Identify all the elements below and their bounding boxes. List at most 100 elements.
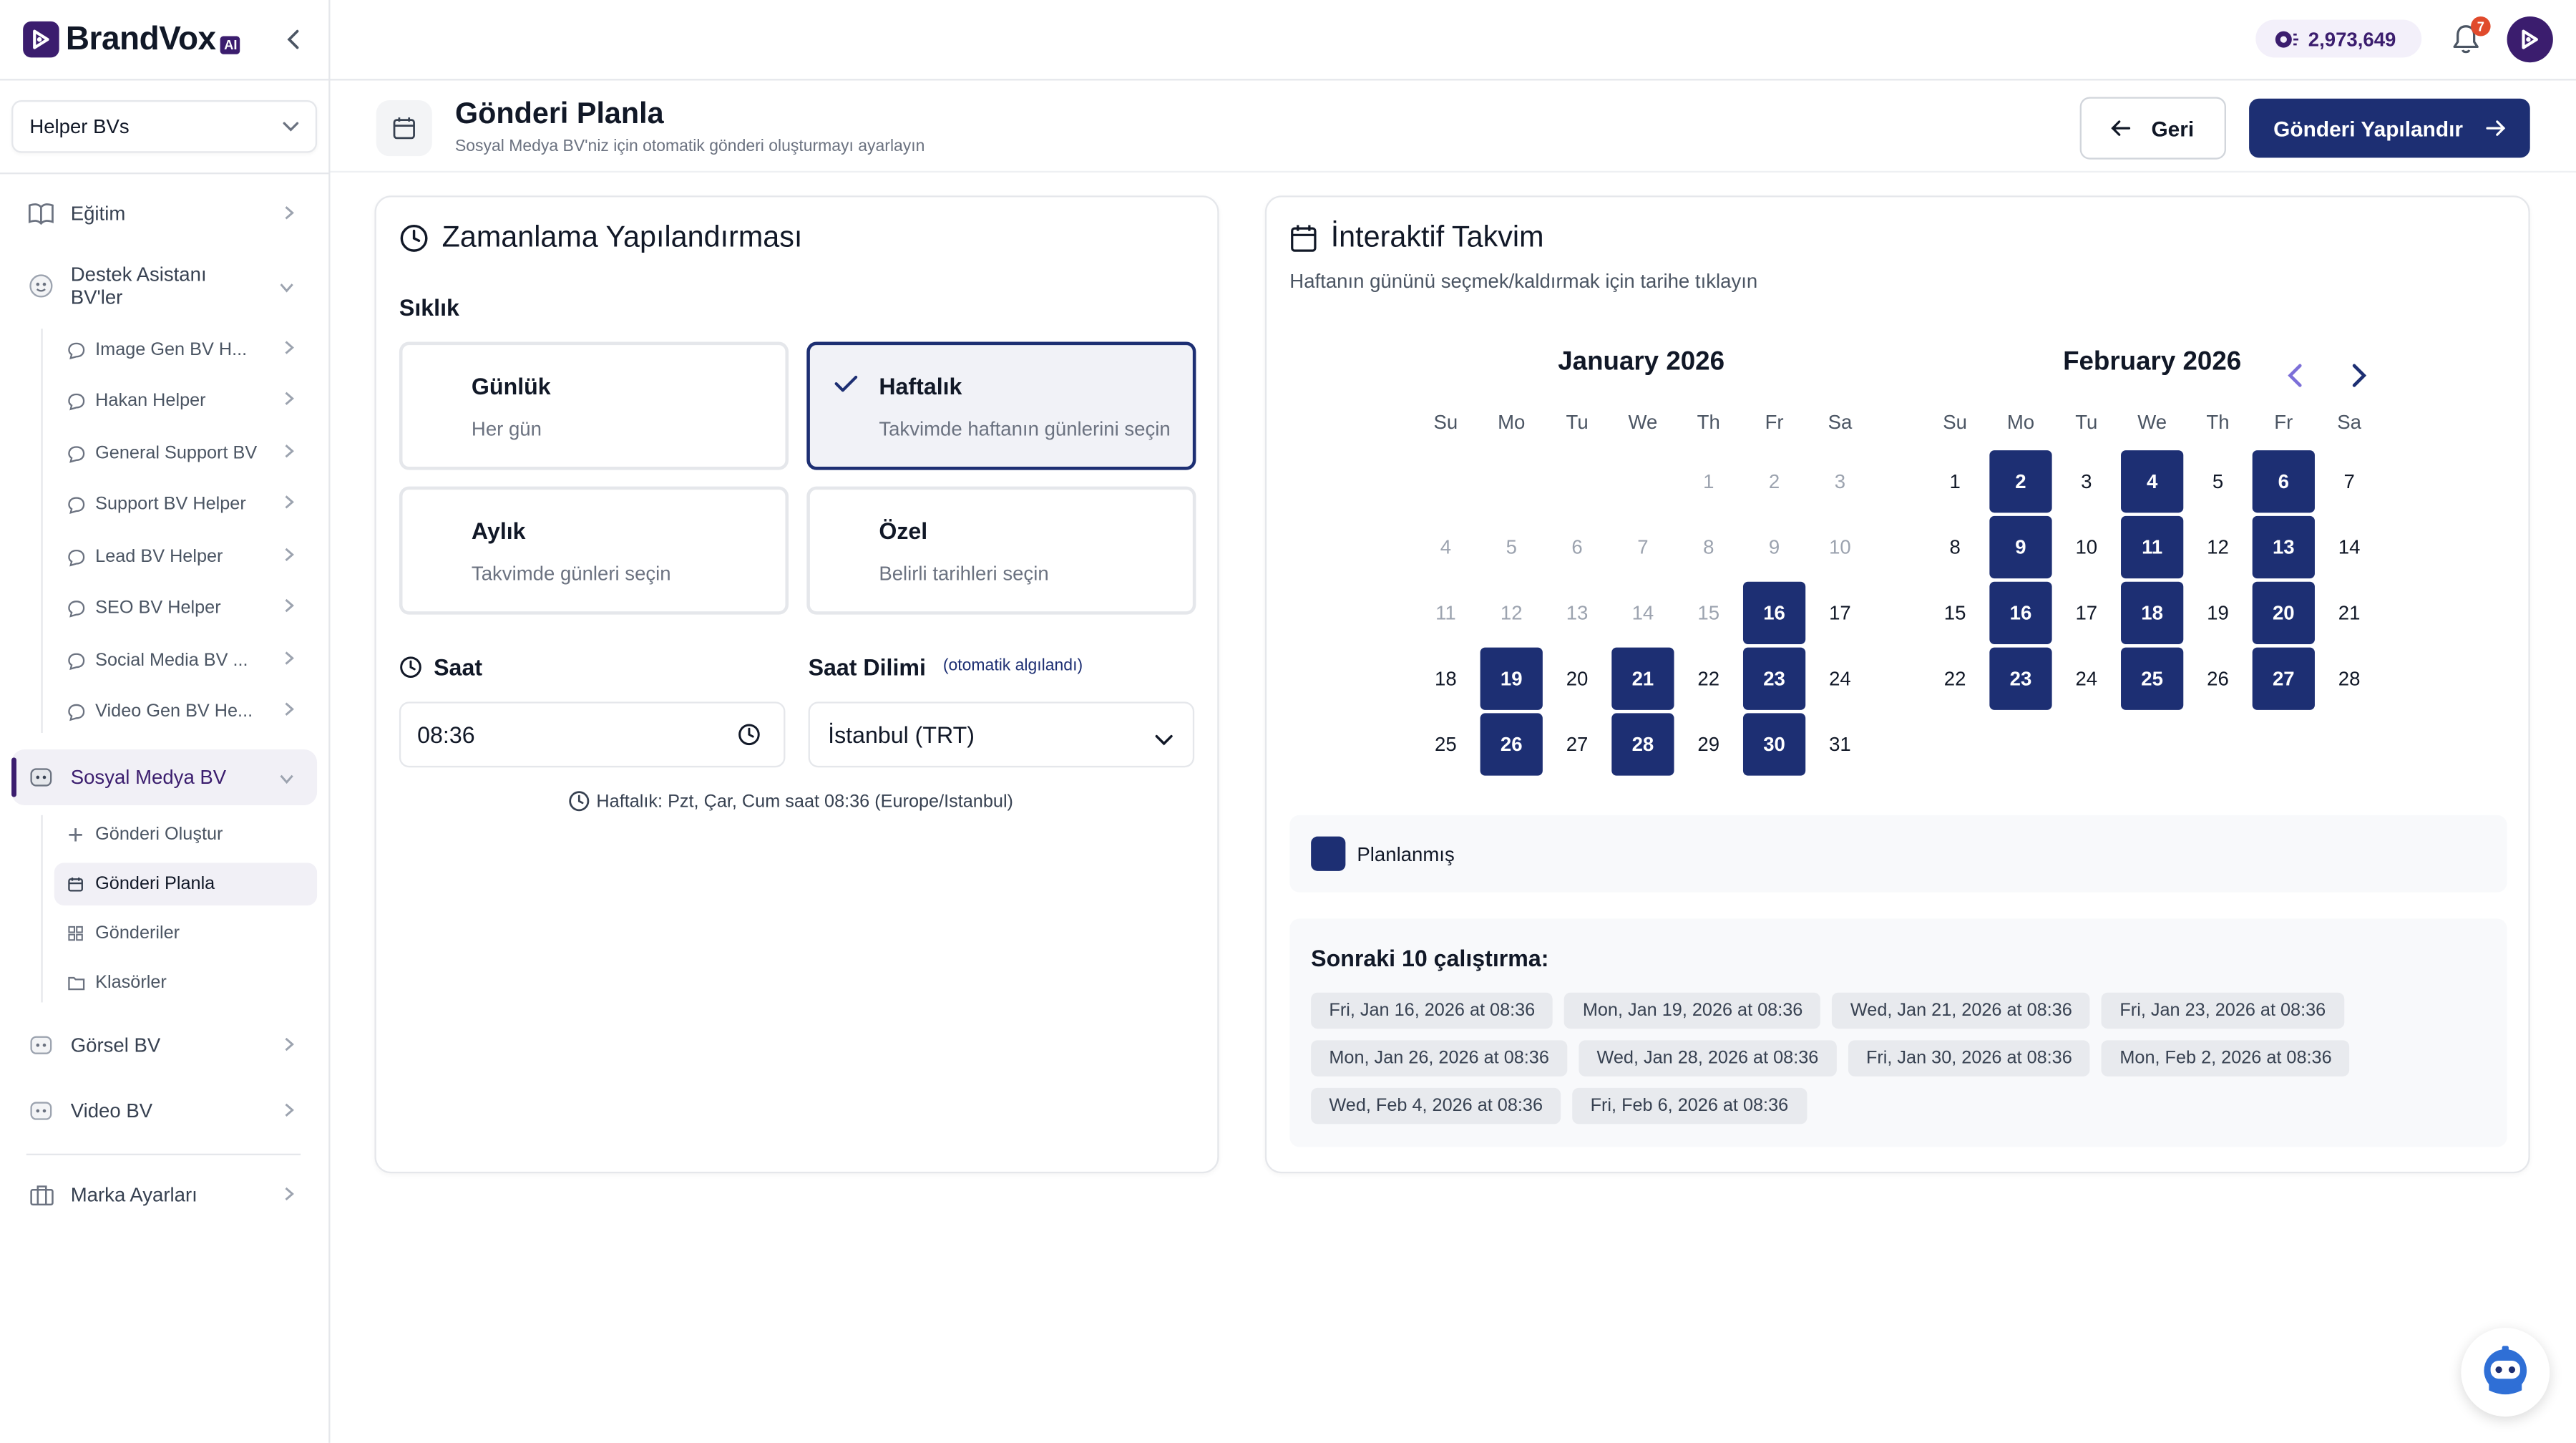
calendar-day[interactable]: 10 bbox=[2075, 535, 2098, 559]
calendar-day[interactable]: 9 bbox=[1768, 535, 1780, 559]
timezone-select[interactable]: İstanbul (TRT) bbox=[808, 701, 1195, 768]
calendar-day[interactable]: 7 bbox=[1637, 535, 1649, 559]
calendar-day[interactable]: 14 bbox=[2338, 535, 2361, 559]
sidebar-subitem-support-bv[interactable]: Image Gen BV H... bbox=[54, 329, 317, 371]
calendar-day[interactable]: 3 bbox=[1834, 470, 1846, 493]
calendar-day[interactable]: 22 bbox=[1943, 667, 1966, 691]
calendar-day[interactable]: 2 bbox=[1768, 470, 1780, 493]
calendar-day-scheduled[interactable]: 21 bbox=[1611, 647, 1674, 710]
collapse-sidebar-button[interactable] bbox=[279, 24, 308, 54]
back-button[interactable]: Geri bbox=[2079, 97, 2226, 160]
sidebar-subitem-support-bv[interactable]: Hakan Helper bbox=[54, 379, 317, 422]
calendar-day[interactable]: 26 bbox=[2207, 667, 2229, 691]
calendar-day-scheduled[interactable]: 23 bbox=[1742, 647, 1806, 710]
calendar-day[interactable]: 12 bbox=[1500, 601, 1523, 625]
sidebar-subitem-klasorler[interactable]: Klasörler bbox=[54, 961, 317, 1004]
calendar-day[interactable]: 24 bbox=[2075, 667, 2098, 691]
calendar-day[interactable]: 1 bbox=[1703, 470, 1714, 493]
calendar-day[interactable]: 19 bbox=[2207, 601, 2229, 625]
calendar-day[interactable]: 17 bbox=[1829, 601, 1851, 625]
sidebar-item-gorsel[interactable]: Görsel BV bbox=[11, 1026, 317, 1065]
calendar-day[interactable]: 22 bbox=[1697, 667, 1720, 691]
sidebar-item-video[interactable]: Video BV bbox=[11, 1091, 317, 1130]
time-input[interactable]: 08:36 bbox=[399, 701, 786, 768]
sidebar-subitem-gonderiler[interactable]: Gönderiler bbox=[54, 912, 317, 955]
configure-post-button[interactable]: Gönderi Yapılandır bbox=[2249, 98, 2530, 158]
submenu-guide-line bbox=[41, 815, 43, 1003]
calendar-day[interactable]: 27 bbox=[1566, 732, 1589, 757]
sidebar-item-destek-asistani[interactable]: Destek Asistanı BV'ler bbox=[11, 260, 317, 312]
calendar-day-scheduled[interactable]: 9 bbox=[1989, 515, 2052, 579]
calendar-day-scheduled[interactable]: 19 bbox=[1480, 647, 1543, 710]
sidebar-item-sosyal-medya[interactable]: Sosyal Medya BV bbox=[11, 749, 318, 806]
weekday-header: Tu bbox=[1566, 410, 1589, 434]
sidebar-subitem-support-bv[interactable]: General Support BV bbox=[54, 432, 317, 475]
calendar-day-scheduled[interactable]: 23 bbox=[1989, 647, 2052, 710]
calendar-day-scheduled[interactable]: 18 bbox=[2121, 581, 2184, 645]
calendar-day-scheduled[interactable]: 25 bbox=[2121, 647, 2184, 710]
calendar-day[interactable]: 5 bbox=[2212, 470, 2224, 493]
calendar-day[interactable]: 24 bbox=[1829, 667, 1851, 691]
sidebar-subitem-support-bv[interactable]: SEO BV Helper bbox=[54, 587, 317, 630]
calendar-day[interactable]: 1 bbox=[1949, 470, 1961, 493]
next-month-button[interactable] bbox=[2346, 361, 2373, 388]
frequency-option-custom[interactable]: Özel Belirli tarihleri seçin bbox=[806, 486, 1196, 615]
calendar-day-scheduled[interactable]: 20 bbox=[2252, 581, 2315, 645]
calendar-day[interactable]: 21 bbox=[2338, 601, 2361, 625]
brand-logo[interactable]: BrandVox AI bbox=[23, 18, 241, 61]
calendar-day[interactable]: 12 bbox=[2207, 535, 2229, 559]
calendar-day[interactable]: 25 bbox=[1435, 732, 1457, 757]
frequency-option-monthly[interactable]: Aylık Takvimde günleri seçin bbox=[399, 486, 789, 615]
assistant-chat-button[interactable] bbox=[2461, 1328, 2550, 1417]
calendar-day[interactable]: 11 bbox=[1435, 601, 1456, 625]
calendar-day[interactable]: 15 bbox=[1943, 601, 1966, 625]
sidebar-subitem-support-bv[interactable]: Lead BV Helper bbox=[54, 535, 317, 578]
calendar-day-scheduled[interactable]: 30 bbox=[1742, 713, 1806, 776]
previous-month-button[interactable] bbox=[2282, 361, 2308, 388]
calendar-day[interactable]: 10 bbox=[1829, 535, 1851, 559]
chevron-down-icon bbox=[283, 122, 299, 132]
calendar-day-scheduled[interactable]: 13 bbox=[2252, 515, 2315, 579]
frequency-option-weekly[interactable]: Haftalık Takvimde haftanın günlerini seç… bbox=[806, 341, 1196, 470]
weekday-header: We bbox=[1628, 410, 1658, 434]
calendar-day-scheduled[interactable]: 6 bbox=[2252, 450, 2315, 513]
calendar-day[interactable]: 6 bbox=[1571, 535, 1583, 559]
calendar-day-scheduled[interactable]: 27 bbox=[2252, 647, 2315, 710]
calendar-day[interactable]: 5 bbox=[1506, 535, 1517, 559]
calendar-day[interactable]: 28 bbox=[2338, 667, 2361, 691]
clock-icon bbox=[569, 791, 590, 812]
calendar-day-scheduled[interactable]: 11 bbox=[2121, 515, 2184, 579]
calendar-day-scheduled[interactable]: 28 bbox=[1611, 713, 1674, 776]
calendar-day[interactable]: 14 bbox=[1631, 601, 1654, 625]
option-description: Takvimde günleri seçin bbox=[471, 562, 671, 586]
sidebar-subitem-support-bv[interactable]: Video Gen BV He... bbox=[54, 690, 317, 733]
calendar-day-scheduled[interactable]: 26 bbox=[1480, 713, 1543, 776]
sidebar-subitem-gonderi-olustur[interactable]: Gönderi Oluştur bbox=[54, 813, 317, 856]
user-avatar[interactable] bbox=[2507, 16, 2553, 63]
calendar-day-scheduled[interactable]: 4 bbox=[2121, 450, 2184, 513]
frequency-option-daily[interactable]: Günlük Her gün bbox=[399, 341, 789, 470]
bv-group-select[interactable]: Helper BVs bbox=[11, 100, 318, 153]
calendar-day[interactable]: 29 bbox=[1697, 732, 1720, 757]
calendar-day-scheduled[interactable]: 2 bbox=[1989, 450, 2052, 513]
calendar-day[interactable]: 13 bbox=[1566, 601, 1589, 625]
calendar-day[interactable]: 18 bbox=[1435, 667, 1457, 691]
grid-icon bbox=[66, 923, 86, 943]
calendar-day[interactable]: 15 bbox=[1697, 601, 1720, 625]
calendar-day[interactable]: 31 bbox=[1829, 732, 1851, 757]
calendar-day[interactable]: 8 bbox=[1703, 535, 1714, 559]
calendar-day-scheduled[interactable]: 16 bbox=[1742, 581, 1806, 645]
calendar-day-scheduled[interactable]: 16 bbox=[1989, 581, 2052, 645]
credits-badge[interactable]: 2,973,649 bbox=[2255, 19, 2422, 58]
calendar-day[interactable]: 7 bbox=[2343, 470, 2355, 493]
sidebar-subitem-gonderi-planla[interactable]: Gönderi Planla bbox=[54, 863, 318, 906]
sidebar-subitem-support-bv[interactable]: Social Media BV ... bbox=[54, 639, 317, 682]
sidebar-item-egitim[interactable]: Eğitim bbox=[11, 194, 317, 233]
sidebar-item-marka-ayarlari[interactable]: Marka Ayarları bbox=[11, 1175, 317, 1215]
calendar-day[interactable]: 20 bbox=[1566, 667, 1589, 691]
calendar-day[interactable]: 4 bbox=[1440, 535, 1452, 559]
calendar-day[interactable]: 8 bbox=[1949, 535, 1961, 559]
sidebar-subitem-support-bv[interactable]: Support BV Helper bbox=[54, 483, 317, 526]
calendar-day[interactable]: 3 bbox=[2081, 470, 2092, 493]
calendar-day[interactable]: 17 bbox=[2075, 601, 2098, 625]
